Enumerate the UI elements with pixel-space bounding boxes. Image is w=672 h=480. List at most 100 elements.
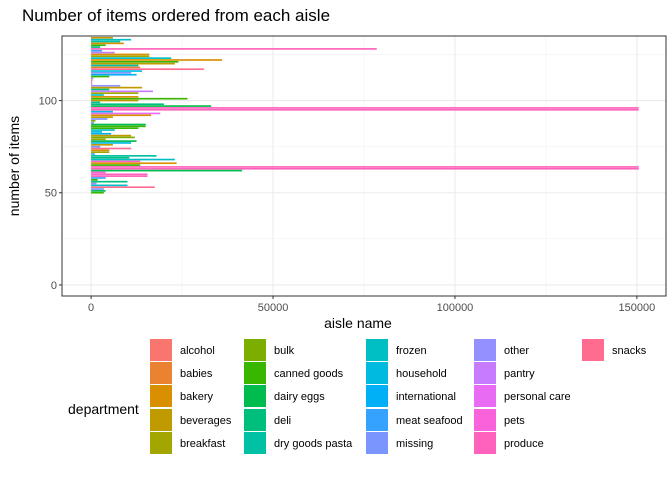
legend-label: pantry	[504, 368, 535, 380]
x-tick-label: 150000	[619, 302, 656, 314]
legend-title: department	[68, 401, 139, 417]
legend-swatch	[150, 409, 172, 431]
bar	[91, 94, 104, 96]
y-tick-label: 0	[51, 280, 57, 292]
bar	[91, 64, 139, 67]
legend-swatch	[150, 339, 172, 361]
bar	[91, 156, 130, 159]
legend-label: alcohol	[180, 345, 215, 357]
legend: department alcohol babies bakery beverages b…	[68, 339, 647, 454]
legend-item: international	[366, 385, 456, 407]
bar	[91, 166, 639, 168]
bar	[91, 123, 146, 126]
legend-item: produce	[474, 432, 544, 454]
legend-label: beverages	[180, 415, 232, 427]
legend-label: canned goods	[274, 368, 344, 380]
bar	[91, 190, 106, 192]
legend-label: babies	[180, 368, 213, 380]
legend-swatch	[366, 385, 388, 407]
legend-item: canned goods	[244, 362, 344, 384]
bar	[91, 70, 143, 72]
axis-ticks: 0 50000 100000 150000 0 50 100	[39, 96, 656, 314]
bar	[91, 155, 157, 157]
bar	[91, 75, 110, 78]
x-axis-label: aisle name	[324, 315, 392, 331]
bars-layer	[91, 37, 639, 194]
legend-item: beverages	[150, 409, 232, 431]
legend-item: bulk	[244, 339, 295, 361]
legend-label: personal care	[504, 391, 571, 403]
bar	[91, 114, 152, 117]
legend-item: dry goods pasta	[244, 432, 353, 454]
legend-item: missing	[366, 432, 433, 454]
legend-item: household	[366, 362, 447, 384]
legend-item: other	[474, 339, 529, 361]
bar	[91, 99, 139, 102]
legend-item: snacks	[582, 339, 647, 361]
bar	[91, 149, 110, 152]
y-axis-label: number of items	[6, 116, 22, 216]
bar	[91, 42, 124, 45]
legend-swatch	[474, 432, 496, 454]
legend-swatch	[582, 339, 604, 361]
legend-label: household	[396, 368, 447, 380]
bar	[91, 171, 106, 174]
bar	[91, 125, 146, 128]
x-tick-label: 50000	[258, 302, 289, 314]
legend-swatch	[244, 385, 266, 407]
bar	[91, 105, 212, 107]
legend-swatch	[366, 432, 388, 454]
bar	[91, 164, 141, 166]
bar	[91, 127, 139, 130]
bar	[91, 77, 94, 80]
legend-swatch	[474, 339, 496, 361]
bar	[91, 138, 106, 141]
bar	[91, 38, 132, 41]
legend-swatch	[150, 432, 172, 454]
bar	[91, 140, 137, 142]
legend-item: dairy eggs	[244, 385, 325, 407]
bar	[91, 90, 153, 93]
bar	[91, 119, 96, 122]
chart-title: Number of items ordered from each aisle	[22, 6, 330, 25]
legend-label: pets	[504, 415, 525, 427]
legend-item: pets	[474, 409, 525, 431]
bar	[91, 49, 103, 52]
legend-label: bakery	[180, 391, 214, 403]
bar	[91, 131, 103, 133]
legend-label: frozen	[396, 345, 427, 357]
bar	[91, 101, 101, 104]
legend-item: alcohol	[150, 339, 215, 361]
legend-label: produce	[504, 438, 544, 450]
x-tick-label: 100000	[437, 302, 474, 314]
legend-item: personal care	[474, 385, 571, 407]
bar	[91, 40, 121, 43]
bar	[91, 158, 175, 161]
bar	[91, 68, 204, 71]
legend-label: international	[396, 391, 456, 403]
bar	[91, 55, 150, 58]
bar	[91, 184, 128, 187]
bar	[91, 88, 110, 91]
bar	[91, 44, 106, 47]
bar	[91, 177, 106, 179]
bar	[91, 97, 188, 100]
bar	[91, 180, 128, 183]
legend-swatch	[366, 339, 388, 361]
legend-label: snacks	[612, 345, 647, 357]
bar	[91, 173, 148, 176]
legend-label: dry goods pasta	[274, 438, 353, 450]
bar	[91, 72, 132, 74]
legend-item: meat seafood	[366, 409, 463, 431]
bar	[91, 134, 132, 137]
bar	[91, 73, 137, 76]
bar	[91, 121, 95, 124]
legend-label: deli	[274, 415, 291, 427]
bar	[91, 129, 115, 131]
legend-swatch	[474, 362, 496, 384]
bar	[91, 116, 113, 118]
bar	[91, 147, 132, 150]
bar	[91, 79, 93, 82]
legend-item: frozen	[366, 339, 427, 361]
